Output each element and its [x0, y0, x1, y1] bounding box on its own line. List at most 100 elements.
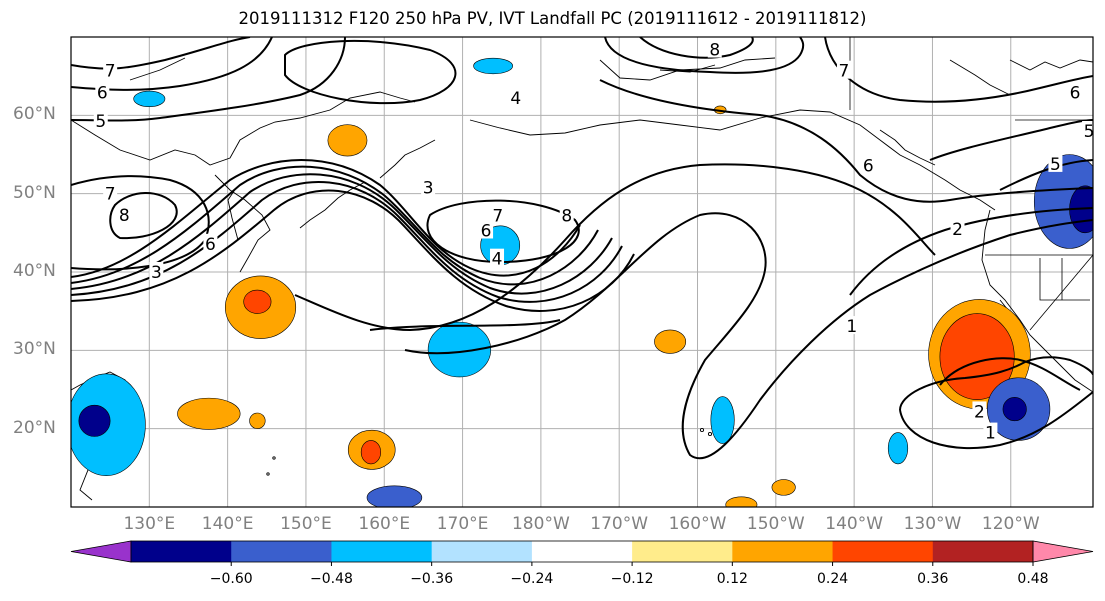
longitude-label: 150°W: [746, 514, 805, 534]
pv-contour-6-northeast: [824, 37, 1093, 103]
longitude-label: 130°E: [123, 514, 176, 534]
contour-label-background: [1067, 82, 1082, 101]
pv-contours: [71, 37, 1093, 460]
pv-anomaly-blue-siberia: [133, 90, 166, 108]
colorbar-tick-label: −0.48: [309, 571, 353, 587]
pv-anomaly-blue-135w-17n: [887, 432, 909, 465]
pv-contour-8-alaska: [639, 37, 754, 59]
coastlines: [71, 57, 1093, 501]
colorbar-tick-label: 0.12: [716, 571, 748, 587]
contour-label: 4: [492, 250, 503, 270]
pv-contour-1-baja: [939, 357, 1081, 391]
colorbar-tick-label: −0.36: [410, 571, 454, 587]
contour-label: 7: [105, 62, 116, 82]
pv-anomaly-blue-hawaii: [710, 396, 735, 444]
contour-label-background: [950, 218, 965, 237]
colorbar-tick-label: −0.24: [510, 571, 554, 587]
pv-anomaly-orange-west-pacific-20n: [249, 412, 266, 429]
contour-label: 2: [952, 220, 963, 240]
longitude-label: 140°W: [825, 514, 884, 534]
contour-label-background: [508, 88, 523, 107]
pv-anomaly-blue-pacific-northwest: [1033, 154, 1093, 249]
contour-label: 6: [97, 84, 108, 104]
contour-label-background: [844, 316, 859, 335]
longitude-label: 170°E: [436, 514, 489, 534]
pv-contour-8-western: [109, 192, 178, 240]
contour-label: 5: [1050, 155, 1061, 175]
contour-label: 1: [846, 317, 857, 337]
contour-label-background: [479, 220, 494, 239]
pv-contour-jet-5: [71, 189, 635, 312]
contour-label-background: [93, 110, 108, 129]
contour-label-background: [117, 204, 132, 223]
pv-anomaly-orange-145w-12n: [771, 479, 796, 496]
latitude-label: 30°N: [13, 339, 56, 360]
pv-contour-1-tongue: [404, 212, 1093, 460]
colorbar-tick-label: 0.36: [917, 571, 949, 587]
contour-label: 8: [709, 41, 720, 61]
pv-contour-2-west-coast: [849, 207, 1093, 296]
pv-anomaly-orange-kamchatka: [327, 124, 368, 157]
contour-label: 3: [423, 178, 434, 198]
pv-anomaly-red-160e-17n: [360, 440, 382, 465]
contour-label: 4: [510, 89, 521, 109]
longitude-label: 170°W: [590, 514, 649, 534]
pv-anomaly-navy-west-pacific: [78, 404, 111, 437]
pv-anomaly-orange-165w-31n: [654, 329, 687, 354]
contour-label-background: [559, 205, 574, 224]
longitude-label: 130°W: [903, 514, 962, 534]
pv-contour-jet-4: [71, 181, 623, 303]
pv-contour-5-northwest: [71, 37, 346, 122]
pv-contour-8-central-pacific: [426, 199, 580, 264]
contour-label-background: [861, 155, 876, 174]
contour-label: 5: [1084, 122, 1095, 142]
contour-label-background: [95, 82, 110, 101]
pv-anomaly-red-japan: [243, 289, 272, 314]
contour-label-background: [103, 183, 118, 202]
pv-contour-6-gulf-alaska: [599, 79, 1093, 203]
contour-label-background: [103, 60, 118, 79]
latitude-label: 40°N: [13, 261, 56, 281]
pv-anomaly-blue-160e-12n: [366, 485, 423, 507]
colorbar-tick-label: −0.60: [209, 571, 253, 587]
pv-contour-8-bering: [284, 39, 457, 105]
pv-contour-jet-1: [71, 159, 581, 278]
pv-contour-5-pacific-northwest: [999, 159, 1093, 191]
latitude-label: 60°N: [13, 104, 56, 125]
colorbar-tick-label: 0.24: [816, 571, 849, 587]
pv-anomaly-navy-baja: [1002, 397, 1027, 422]
contour-label: 1: [985, 424, 996, 444]
pv-contour-jet-2: [71, 165, 599, 286]
contour-label: 7: [492, 207, 503, 227]
pv-contour-7-gulf-alaska: [604, 37, 805, 74]
longitude-label: 120°W: [981, 514, 1040, 534]
contour-label: 5: [95, 112, 106, 132]
pv-anomaly-blue-subtropical-170e: [427, 321, 492, 378]
longitude-label: 140°E: [201, 514, 254, 534]
pv-contour-7-western: [71, 175, 210, 271]
contour-label: 3: [151, 263, 162, 283]
pv-contour-5-northeast: [929, 119, 1093, 161]
map-title: 2019111312 F120 250 hPa PV, IVT Landfall…: [238, 9, 867, 28]
contour-label-background: [1048, 153, 1063, 172]
contour-label: 7: [839, 62, 850, 82]
contour-label: 8: [561, 207, 572, 227]
pv-contour-4-trough: [294, 163, 936, 332]
contour-label-background: [203, 233, 218, 252]
contour-label-background: [421, 177, 436, 196]
pv-contour-6-northwest: [71, 37, 273, 91]
pv-contour-7-northwest: [71, 37, 251, 70]
longitude-label: 160°E: [358, 514, 411, 534]
contour-label: 6: [1070, 84, 1081, 104]
map-frame: [70, 36, 1094, 508]
contour-label: 6: [863, 156, 874, 176]
contour-label-background: [707, 39, 722, 58]
latitude-label: 20°N: [13, 417, 56, 438]
contour-label-background: [836, 60, 851, 79]
pv-contour-jet-3: [71, 173, 613, 295]
contour-label: 7: [105, 185, 116, 205]
pv-anomaly-orange-west-pacific-21n: [177, 397, 241, 430]
longitude-label: 150°E: [280, 514, 332, 534]
longitude-label: 180°W: [511, 514, 570, 534]
contour-label: 6: [205, 235, 216, 255]
